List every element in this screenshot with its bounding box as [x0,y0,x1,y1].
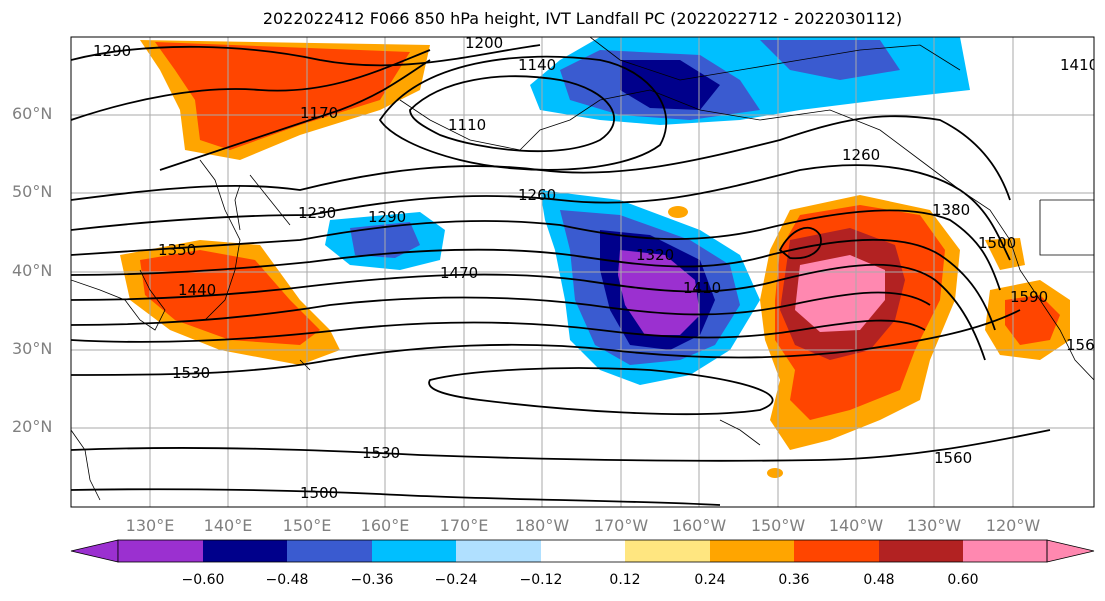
colorbar-tick: 0.36 [778,572,810,588]
lat-label-50n: 50°N [12,182,53,201]
colorbar-bin [287,540,372,562]
colorbar [70,539,1095,563]
contour-label: 1530 [172,364,210,382]
colorbar-tick: 0.48 [863,572,895,588]
lon-label-170w: 170°W [593,516,649,535]
plot-frame [70,36,1095,508]
contour-label: 1110 [448,116,486,134]
lon-label-150e: 150°E [282,516,332,535]
contour-label: 1140 [518,56,556,74]
contour-label: 1230 [298,204,336,222]
colorbar-bin [625,540,710,562]
colorbar-bin [372,540,456,562]
contour-label: 1560 [1066,336,1104,354]
contour-label: 1320 [636,246,674,264]
lon-label-130w: 130°W [906,516,962,535]
lat-label-20n: 20°N [12,417,53,436]
height-contours [71,44,1051,506]
colorbar-tick: −0.36 [350,572,394,588]
contour-label: 1290 [93,42,131,60]
contour-label: 1260 [518,186,556,204]
colorbar-bin [203,540,287,562]
coastlines [71,37,1094,501]
lon-label-130e: 130°E [125,516,175,535]
lon-label-180w: 180°W [514,516,570,535]
colorbar-bin [710,540,794,562]
contour-label: 1200 [465,34,503,52]
colorbar-tick: 0.24 [694,572,726,588]
lat-label-40n: 40°N [12,261,53,280]
lon-label-160e: 160°E [360,516,410,535]
colorbar-tick: −0.12 [519,572,563,588]
contour-label: 1590 [1010,288,1048,306]
plot-area: 1290 1200 1140 1170 1110 1260 1230 1290 … [71,34,1104,507]
colorbar-tick: −0.48 [265,572,309,588]
lon-label-120w: 120°W [985,516,1041,535]
lon-label-140e: 140°E [203,516,253,535]
contour-label: 1410 [1060,56,1098,74]
contour-label: 1500 [978,234,1016,252]
contour-label: 1410 [683,279,721,297]
contour-label: 1380 [932,201,970,219]
contour-label-group: 1290 1200 1140 1170 1110 1260 1230 1290 … [93,34,1104,502]
colorbar-tick: 0.60 [947,572,979,588]
lon-label-170e: 170°E [439,516,489,535]
contour-label: 1560 [934,449,972,467]
colorbar-bin [541,540,625,562]
colorbar-left-arrow [70,539,119,563]
colorbar-bin [118,540,203,562]
colorbar-tick: −0.24 [434,572,478,588]
contour-label: 1170 [300,104,338,122]
colorbar-bin [963,540,1047,562]
lon-label-160w: 160°W [671,516,727,535]
contour-label: 1260 [842,146,880,164]
lon-label-150w: 150°W [750,516,806,535]
lat-label-60n: 60°N [12,104,53,123]
map-title: 2022022412 F066 850 hPa height, IVT Land… [262,9,903,28]
lon-label-140w: 140°W [828,516,884,535]
contour-label: 1500 [300,484,338,502]
gridlines [71,37,1094,507]
colorbar-right-arrow [1046,539,1095,563]
contour-label: 1470 [440,264,478,282]
contour-label: 1350 [158,241,196,259]
colorbar-bin [879,540,963,562]
colorbar-tick: 0.12 [609,572,641,588]
contour-label: 1290 [368,208,406,226]
colorbar-frame [117,539,1048,563]
colorbar-bin [456,540,541,562]
lat-label-30n: 30°N [12,339,53,358]
colorbar-bin [794,540,879,562]
contour-label: 1440 [178,281,216,299]
ivt-negative-shading [325,37,970,385]
contour-label: 1530 [362,444,400,462]
colorbar-tick: −0.60 [181,572,225,588]
